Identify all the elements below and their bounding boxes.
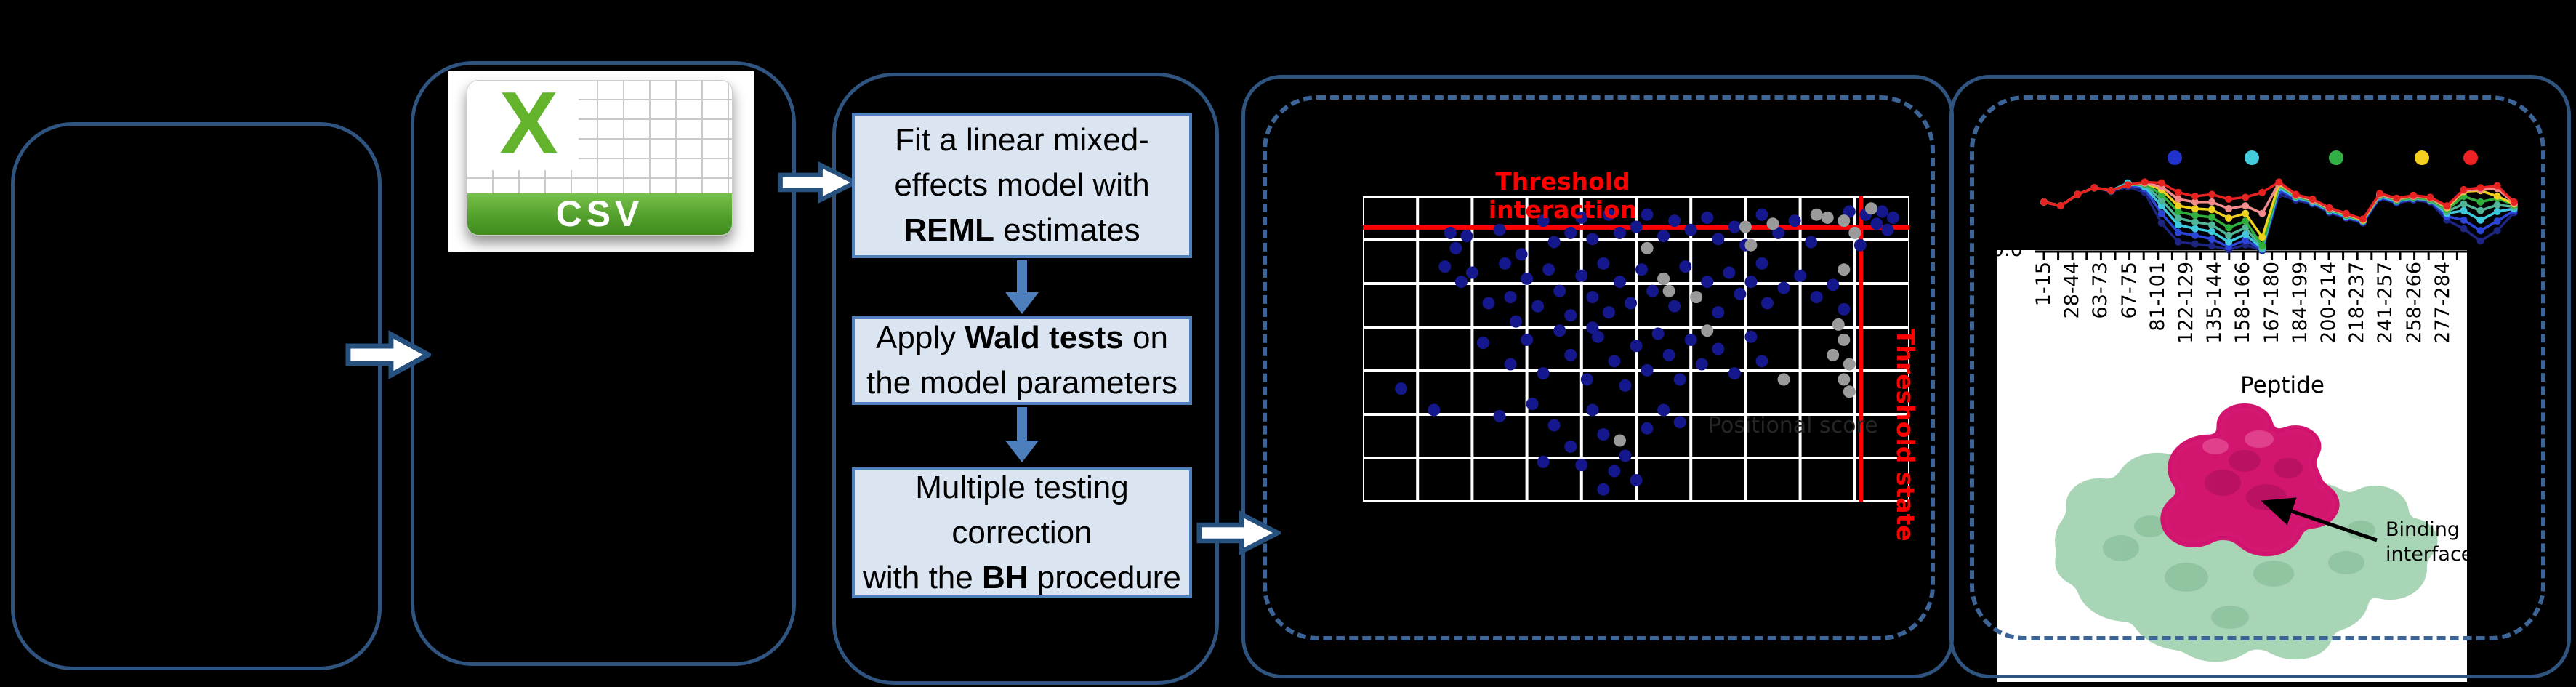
stage3-box: [832, 73, 1219, 685]
excel-x-backdrop: [467, 81, 579, 170]
step-fit-lmm: Fit a linear mixed-effects model with REM…: [852, 113, 1192, 258]
csv-label: CSV: [555, 193, 644, 235]
flow-arrow-2-icon: [778, 160, 858, 205]
hdx-panel: 1-15 28-44 63-73 67-75 81-101 122-129 135-144 1…: [1997, 250, 2467, 682]
excel-x-icon: X: [499, 80, 559, 172]
x-axis-title: Peptide: [2240, 372, 2325, 398]
threshold-state-label: Threshold state: [1891, 329, 1920, 542]
csv-file-icon: X CSV: [467, 80, 733, 236]
scatter-axis-note: Positional score: [1708, 413, 1878, 438]
threshold-scatter-plot: [1363, 196, 1909, 502]
binding-interface-arrow-icon: [2261, 497, 2378, 542]
spreadsheet-grid-icon: [467, 81, 732, 195]
flow-arrow-1-icon: [345, 329, 431, 381]
scatter-title: Threshold interaction: [1488, 167, 1638, 224]
step-bh-correction: Multiple testing correction with the BH pr…: [852, 467, 1192, 598]
binding-interface-label: Binding interface: [2386, 518, 2467, 566]
legend-dot-icon: [2463, 150, 2478, 165]
legend-dot-icon: [2415, 150, 2429, 165]
protein-structure: [2056, 404, 2437, 661]
uptake-line-chart: [2035, 178, 2518, 260]
y-axis-tick-label: 0.0: [1992, 238, 2023, 261]
protein-shading: [2103, 515, 2375, 629]
peptide-highlight: [2202, 430, 2274, 454]
legend-dot-icon: [2168, 150, 2182, 165]
csv-band: CSV: [467, 193, 732, 235]
flow-arrow-3-icon: [1196, 509, 1281, 557]
stage5-box: [1949, 75, 2571, 678]
stage4-dashed-box: [1263, 95, 1935, 640]
stage2-box: [411, 61, 796, 666]
legend-dot-icon: [2329, 150, 2343, 165]
step-wald-tests: Apply Wald tests on the model parameters: [852, 316, 1192, 405]
legend-dot-icon: [2245, 150, 2259, 165]
stage1-box: [11, 122, 382, 670]
stage5-dashed-box: [1970, 95, 2545, 640]
